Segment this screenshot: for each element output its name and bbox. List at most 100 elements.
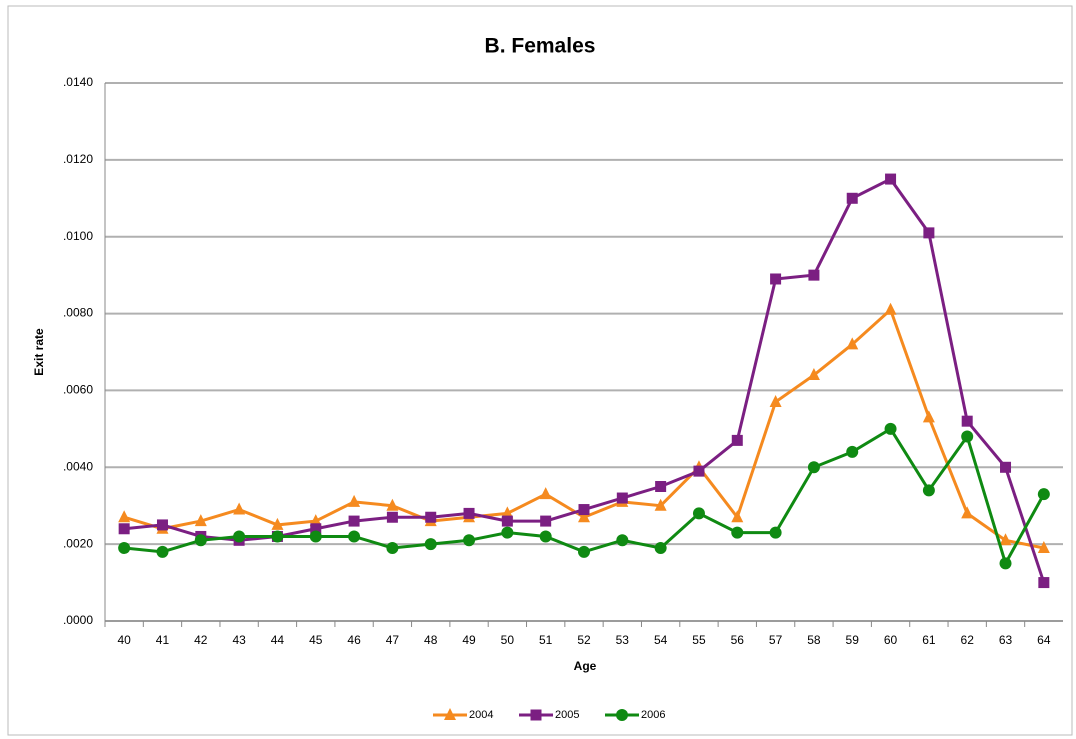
x-tick-label: 56: [731, 633, 745, 647]
data-point: [118, 541, 131, 554]
data-point: [731, 526, 744, 539]
x-tick-label: 59: [846, 633, 860, 647]
data-point: [501, 515, 513, 527]
y-tick-label: .0040: [63, 459, 93, 473]
data-point: [578, 510, 590, 523]
data-point: [1000, 461, 1012, 473]
y-tick-label: .0100: [63, 229, 93, 243]
x-tick-label: 43: [232, 633, 246, 647]
x-tick-label: 51: [539, 633, 553, 647]
data-point: [310, 523, 322, 535]
data-point: [999, 557, 1012, 570]
data-point: [961, 506, 974, 519]
data-point: [348, 515, 360, 527]
data-point: [348, 494, 361, 507]
x-tick-label: 47: [386, 633, 400, 647]
data-point: [578, 504, 590, 516]
x-tick-label: 55: [692, 633, 706, 647]
data-point: [769, 526, 782, 539]
data-point: [501, 526, 514, 539]
x-tick-label: 60: [884, 633, 898, 647]
data-point: [194, 534, 207, 547]
data-point: [463, 507, 475, 519]
x-tick-label: 49: [462, 633, 476, 647]
x-tick-label: 50: [501, 633, 515, 647]
data-point: [578, 545, 590, 558]
data-point: [233, 530, 246, 543]
x-axis-label: Age: [574, 659, 597, 673]
data-point: [846, 445, 859, 458]
data-point: [463, 534, 476, 547]
x-tick-label: 53: [616, 633, 630, 647]
data-point: [961, 415, 973, 427]
data-point: [156, 519, 168, 531]
data-point: [348, 530, 361, 543]
x-tick-label: 46: [347, 633, 361, 647]
data-point: [1037, 540, 1050, 553]
data-point: [539, 530, 552, 543]
x-tick-label: 57: [769, 633, 783, 647]
x-tick-label: 40: [117, 633, 131, 647]
x-tick-label: 63: [999, 633, 1013, 647]
data-point: [808, 269, 820, 281]
x-tick-label: 62: [961, 633, 975, 647]
y-tick-label: .0020: [63, 536, 93, 550]
data-point: [616, 492, 628, 504]
legend-marker: [616, 709, 628, 721]
y-tick-label: .0060: [63, 383, 93, 397]
y-tick-label: .0120: [63, 152, 93, 166]
data-point: [922, 484, 935, 497]
x-tick-label: 42: [194, 633, 208, 647]
data-point: [616, 534, 629, 547]
data-point: [1038, 577, 1050, 589]
x-tick-label: 44: [271, 633, 285, 647]
data-point: [425, 511, 437, 523]
data-point: [386, 511, 398, 523]
x-tick-label: 52: [577, 633, 591, 647]
data-point: [118, 523, 130, 535]
x-tick-label: 48: [424, 633, 438, 647]
data-point: [501, 506, 514, 519]
data-point: [923, 227, 935, 239]
data-point: [770, 273, 782, 285]
data-point: [540, 515, 552, 527]
x-tick-label: 64: [1037, 633, 1051, 647]
data-point: [654, 498, 667, 511]
data-point: [194, 514, 207, 527]
data-point: [539, 487, 552, 500]
data-point: [884, 302, 897, 315]
data-point: [386, 498, 399, 511]
data-point: [424, 538, 437, 551]
data-point: [885, 173, 897, 185]
data-point: [693, 465, 705, 477]
data-point: [386, 541, 399, 554]
data-point: [309, 514, 322, 527]
legend-label: 2005: [555, 709, 579, 721]
data-point: [807, 461, 820, 474]
legend-marker: [444, 708, 456, 720]
x-tick-label: 61: [922, 633, 936, 647]
data-point: [271, 530, 284, 543]
legend-marker: [530, 709, 542, 721]
legend-label: 2006: [641, 709, 665, 721]
x-tick-label: 45: [309, 633, 323, 647]
data-point: [999, 533, 1012, 546]
y-tick-label: .0000: [63, 613, 93, 627]
data-point: [731, 434, 743, 446]
data-point: [846, 337, 859, 350]
y-tick-label: .0140: [63, 75, 93, 89]
data-point: [233, 502, 246, 515]
data-point: [961, 430, 974, 443]
x-tick-label: 54: [654, 633, 668, 647]
data-point: [731, 510, 744, 523]
data-point: [655, 481, 667, 492]
data-point: [1037, 488, 1050, 501]
data-point: [769, 394, 782, 407]
data-point: [118, 510, 131, 523]
data-point: [922, 410, 935, 423]
data-point: [271, 517, 284, 530]
data-point: [692, 507, 705, 520]
data-point: [846, 192, 858, 204]
chart-title: B. Females: [485, 35, 596, 58]
